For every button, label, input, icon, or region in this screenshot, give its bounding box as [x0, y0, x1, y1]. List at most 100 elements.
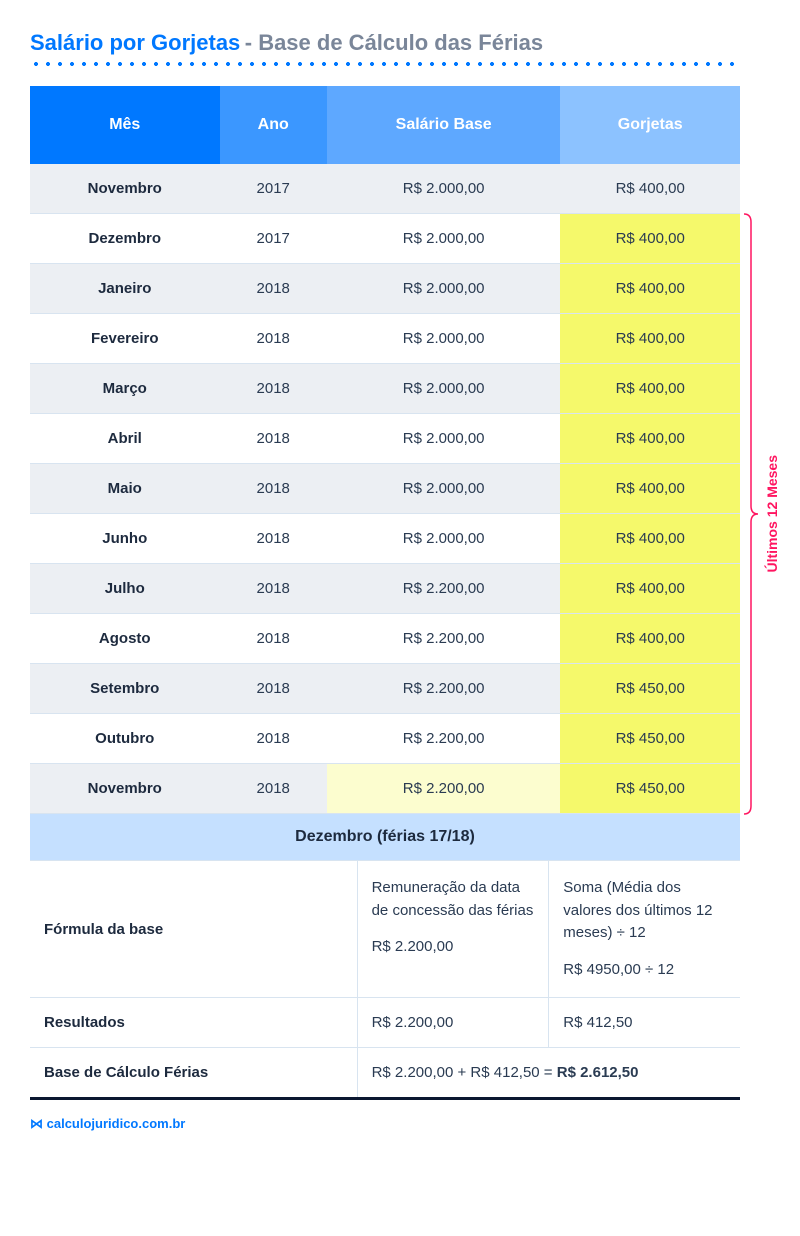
cell-salario: R$ 2.200,00: [327, 764, 561, 814]
cell-ano: 2017: [220, 214, 327, 264]
table-header-row: Mês Ano Salário Base Gorjetas: [30, 86, 740, 164]
formula-label: Fórmula da base: [30, 861, 357, 997]
cell-mes: Junho: [30, 514, 220, 564]
table-row: Outubro2018R$ 2.200,00R$ 450,00: [30, 714, 740, 764]
header-ano: Ano: [220, 86, 327, 164]
table-row: Março2018R$ 2.000,00R$ 400,00: [30, 364, 740, 414]
cell-salario: R$ 2.000,00: [327, 214, 561, 264]
cell-salario: R$ 2.200,00: [327, 664, 561, 714]
table-row: Janeiro2018R$ 2.000,00R$ 400,00: [30, 264, 740, 314]
cell-ano: 2018: [220, 364, 327, 414]
table-row: Abril2018R$ 2.000,00R$ 400,00: [30, 414, 740, 464]
cell-mes: Março: [30, 364, 220, 414]
cell-gorjetas: R$ 400,00: [560, 614, 740, 664]
cell-ano: 2018: [220, 614, 327, 664]
bracket-icon: [744, 214, 760, 814]
formula-row: Fórmula da base Remuneração da data de c…: [30, 861, 740, 998]
base-calc-expr-bold: R$ 2.612,50: [557, 1064, 639, 1081]
cell-gorjetas: R$ 400,00: [560, 364, 740, 414]
cell-gorjetas: R$ 450,00: [560, 664, 740, 714]
cell-ano: 2018: [220, 764, 327, 814]
section-banner: Dezembro (férias 17/18): [30, 814, 740, 861]
cell-mes: Agosto: [30, 614, 220, 664]
results-row: Resultados R$ 2.200,00 R$ 412,50: [30, 998, 740, 1048]
logo-icon: ⋈: [30, 1116, 47, 1131]
cell-ano: 2018: [220, 414, 327, 464]
cell-mes: Fevereiro: [30, 314, 220, 364]
formula-col3-top: Soma (Média dos valores dos últimos 12 m…: [563, 877, 726, 945]
title-blue: Salário por Gorjetas: [30, 30, 240, 55]
formula-col2: Remuneração da data de concessão das fér…: [357, 861, 549, 997]
cell-salario: R$ 2.000,00: [327, 514, 561, 564]
table-row: Junho2018R$ 2.000,00R$ 400,00: [30, 514, 740, 564]
base-calc-label: Base de Cálculo Férias: [30, 1048, 357, 1097]
cell-salario: R$ 2.000,00: [327, 314, 561, 364]
footer-text: calculojuridico.com.br: [47, 1116, 186, 1131]
salary-table: Mês Ano Salário Base Gorjetas Novembro20…: [30, 86, 740, 814]
cell-mes: Setembro: [30, 664, 220, 714]
cell-gorjetas: R$ 400,00: [560, 564, 740, 614]
cell-mes: Novembro: [30, 164, 220, 214]
table-body: Novembro2017R$ 2.000,00R$ 400,00Dezembro…: [30, 164, 740, 814]
table-row: Fevereiro2018R$ 2.000,00R$ 400,00: [30, 314, 740, 364]
results-col2: R$ 2.200,00: [357, 998, 549, 1047]
cell-salario: R$ 2.000,00: [327, 164, 561, 214]
results-label: Resultados: [30, 998, 357, 1047]
cell-gorjetas: R$ 400,00: [560, 264, 740, 314]
cell-ano: 2017: [220, 164, 327, 214]
cell-gorjetas: R$ 450,00: [560, 764, 740, 814]
cell-gorjetas: R$ 400,00: [560, 414, 740, 464]
cell-gorjetas: R$ 400,00: [560, 514, 740, 564]
cell-ano: 2018: [220, 514, 327, 564]
cell-mes: Outubro: [30, 714, 220, 764]
cell-salario: R$ 2.200,00: [327, 614, 561, 664]
table-row: Setembro2018R$ 2.200,00R$ 450,00: [30, 664, 740, 714]
base-calc-row: Base de Cálculo Férias R$ 2.200,00 + R$ …: [30, 1048, 740, 1100]
title-gray: - Base de Cálculo das Férias: [245, 30, 543, 55]
cell-ano: 2018: [220, 664, 327, 714]
cell-gorjetas: R$ 450,00: [560, 714, 740, 764]
header-salario: Salário Base: [327, 86, 561, 164]
header-gorjetas: Gorjetas: [560, 86, 740, 164]
cell-gorjetas: R$ 400,00: [560, 214, 740, 264]
cell-mes: Abril: [30, 414, 220, 464]
footer: ⋈ calculojuridico.com.br: [30, 1116, 740, 1132]
cell-ano: 2018: [220, 564, 327, 614]
cell-mes: Novembro: [30, 764, 220, 814]
formula-col2-val: R$ 2.200,00: [372, 936, 535, 959]
table-row: Novembro2018R$ 2.200,00R$ 450,00: [30, 764, 740, 814]
table-row: Dezembro2017R$ 2.000,00R$ 400,00: [30, 214, 740, 264]
cell-mes: Janeiro: [30, 264, 220, 314]
header-mes: Mês: [30, 86, 220, 164]
bracket-annotation: Últimos 12 Meses: [742, 214, 782, 814]
base-calc-expr-prefix: R$ 2.200,00 + R$ 412,50 =: [372, 1064, 557, 1081]
cell-salario: R$ 2.200,00: [327, 714, 561, 764]
cell-salario: R$ 2.200,00: [327, 564, 561, 614]
cell-gorjetas: R$ 400,00: [560, 314, 740, 364]
table-row: Agosto2018R$ 2.200,00R$ 400,00: [30, 614, 740, 664]
cell-gorjetas: R$ 400,00: [560, 464, 740, 514]
cell-ano: 2018: [220, 264, 327, 314]
title-row: Salário por Gorjetas - Base de Cálculo d…: [30, 30, 740, 56]
cell-salario: R$ 2.000,00: [327, 414, 561, 464]
table-row: Julho2018R$ 2.200,00R$ 400,00: [30, 564, 740, 614]
base-calc-expr: R$ 2.200,00 + R$ 412,50 = R$ 2.612,50: [357, 1048, 740, 1097]
bracket-label: Últimos 12 Meses: [764, 455, 780, 573]
cell-salario: R$ 2.000,00: [327, 364, 561, 414]
cell-mes: Maio: [30, 464, 220, 514]
cell-mes: Julho: [30, 564, 220, 614]
cell-gorjetas: R$ 400,00: [560, 164, 740, 214]
cell-salario: R$ 2.000,00: [327, 464, 561, 514]
cell-salario: R$ 2.000,00: [327, 264, 561, 314]
formula-col3-val: R$ 4950,00 ÷ 12: [563, 959, 726, 982]
cell-mes: Dezembro: [30, 214, 220, 264]
table-row: Maio2018R$ 2.000,00R$ 400,00: [30, 464, 740, 514]
cell-ano: 2018: [220, 314, 327, 364]
dotted-divider: [30, 62, 740, 66]
cell-ano: 2018: [220, 464, 327, 514]
table-row: Novembro2017R$ 2.000,00R$ 400,00: [30, 164, 740, 214]
cell-ano: 2018: [220, 714, 327, 764]
formula-col2-top: Remuneração da data de concessão das fér…: [372, 877, 535, 922]
results-col3: R$ 412,50: [548, 998, 740, 1047]
formula-col3: Soma (Média dos valores dos últimos 12 m…: [548, 861, 740, 997]
